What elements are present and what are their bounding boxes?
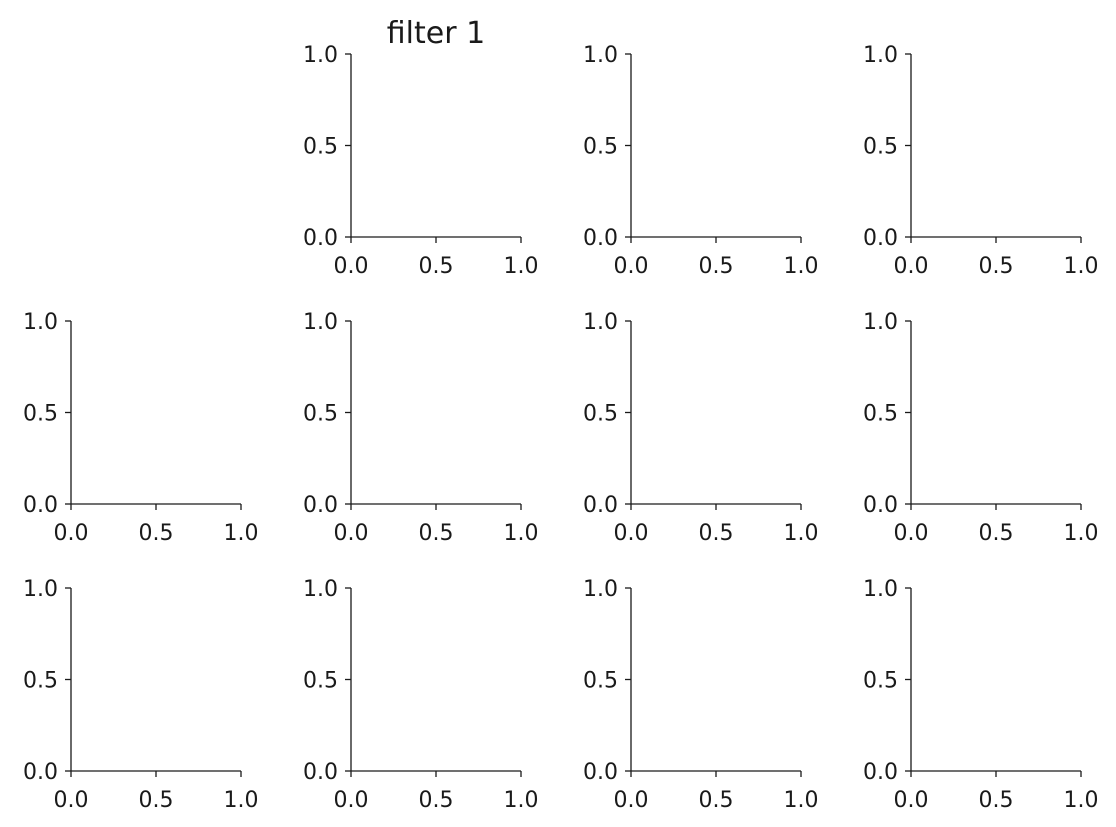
x-tick-label: 1.0: [504, 788, 539, 813]
x-tick-label: 0.5: [979, 254, 1014, 279]
y-tick-label: 0.0: [863, 760, 898, 785]
y-tick-label: 1.0: [303, 577, 338, 602]
y-tick-label: 1.0: [583, 43, 618, 68]
y-tick-label: 0.5: [863, 669, 898, 694]
subplot-r0-c3: 0.0 0.5 1.0 0.0 0.5 1.0: [863, 43, 1099, 279]
subplot-r2-c0: 0.0 0.5 1.0 0.0 0.5 1.0: [23, 577, 259, 813]
x-tick-label: 1.0: [224, 788, 259, 813]
subplot-r2-c3: 0.0 0.5 1.0 0.0 0.5 1.0: [863, 577, 1099, 813]
y-tick-label: 0.0: [303, 760, 338, 785]
x-tick-label: 0.5: [979, 788, 1014, 813]
y-tick-label: 1.0: [863, 577, 898, 602]
x-tick-label: 1.0: [1064, 254, 1099, 279]
x-tick-label: 0.0: [614, 254, 649, 279]
subplot-r1-c2: 0.0 0.5 1.0 0.0 0.5 1.0: [583, 310, 819, 546]
y-tick-label: 1.0: [23, 577, 58, 602]
subplot-r0-c2: 0.0 0.5 1.0 0.0 0.5 1.0: [583, 43, 819, 279]
x-tick-label: 1.0: [504, 521, 539, 546]
x-tick-label: 1.0: [784, 521, 819, 546]
x-tick-label: 1.0: [784, 788, 819, 813]
y-tick-label: 0.5: [23, 402, 58, 427]
chart-title: filter 1: [387, 16, 485, 51]
x-tick-label: 0.0: [334, 254, 369, 279]
y-tick-label: 0.5: [303, 402, 338, 427]
x-tick-label: 0.5: [979, 521, 1014, 546]
x-tick-label: 0.0: [334, 788, 369, 813]
x-tick-label: 0.5: [419, 788, 454, 813]
x-tick-label: 0.0: [894, 254, 929, 279]
y-tick-label: 0.5: [583, 135, 618, 160]
x-tick-label: 0.5: [139, 521, 174, 546]
x-tick-label: 0.0: [614, 788, 649, 813]
subplot-r1-c0: 0.0 0.5 1.0 0.0 0.5 1.0: [23, 310, 259, 546]
y-tick-label: 0.0: [303, 226, 338, 251]
x-tick-label: 0.0: [54, 521, 89, 546]
y-tick-label: 1.0: [23, 310, 58, 335]
y-tick-label: 0.0: [583, 226, 618, 251]
x-tick-label: 0.0: [894, 788, 929, 813]
y-tick-label: 0.5: [583, 669, 618, 694]
x-tick-label: 0.5: [699, 254, 734, 279]
y-tick-label: 0.0: [23, 493, 58, 518]
x-tick-label: 0.0: [614, 521, 649, 546]
y-tick-label: 0.5: [303, 135, 338, 160]
x-tick-label: 0.0: [54, 788, 89, 813]
x-tick-label: 0.0: [894, 521, 929, 546]
x-tick-label: 1.0: [784, 254, 819, 279]
x-tick-label: 1.0: [1064, 521, 1099, 546]
subplot-r1-c1: 0.0 0.5 1.0 0.0 0.5 1.0: [303, 310, 539, 546]
x-tick-label: 0.5: [419, 521, 454, 546]
y-tick-label: 0.0: [303, 493, 338, 518]
y-tick-label: 0.5: [303, 669, 338, 694]
y-tick-label: 0.0: [863, 226, 898, 251]
subplot-r1-c3: 0.0 0.5 1.0 0.0 0.5 1.0: [863, 310, 1099, 546]
y-tick-label: 0.0: [583, 493, 618, 518]
y-tick-label: 1.0: [863, 310, 898, 335]
subplot-r0-c1: 0.0 0.5 1.0 0.0 0.5 1.0 filter 1: [303, 16, 539, 279]
y-tick-label: 1.0: [303, 310, 338, 335]
y-tick-label: 0.0: [863, 493, 898, 518]
y-tick-label: 0.5: [863, 402, 898, 427]
y-tick-label: 0.5: [23, 669, 58, 694]
y-tick-label: 0.0: [23, 760, 58, 785]
x-tick-label: 0.5: [699, 521, 734, 546]
x-tick-label: 0.5: [419, 254, 454, 279]
x-tick-label: 1.0: [224, 521, 259, 546]
subplot-r2-c1: 0.0 0.5 1.0 0.0 0.5 1.0: [303, 577, 539, 813]
x-tick-label: 0.5: [139, 788, 174, 813]
y-tick-label: 0.5: [863, 135, 898, 160]
y-tick-label: 0.5: [583, 402, 618, 427]
subplot-r2-c2: 0.0 0.5 1.0 0.0 0.5 1.0: [583, 577, 819, 813]
y-tick-label: 1.0: [863, 43, 898, 68]
y-tick-label: 0.0: [583, 760, 618, 785]
x-tick-label: 0.0: [334, 521, 369, 546]
x-tick-label: 1.0: [1064, 788, 1099, 813]
x-tick-label: 1.0: [504, 254, 539, 279]
y-tick-label: 1.0: [303, 43, 338, 68]
y-tick-label: 1.0: [583, 310, 618, 335]
y-tick-label: 1.0: [583, 577, 618, 602]
x-tick-label: 0.5: [699, 788, 734, 813]
